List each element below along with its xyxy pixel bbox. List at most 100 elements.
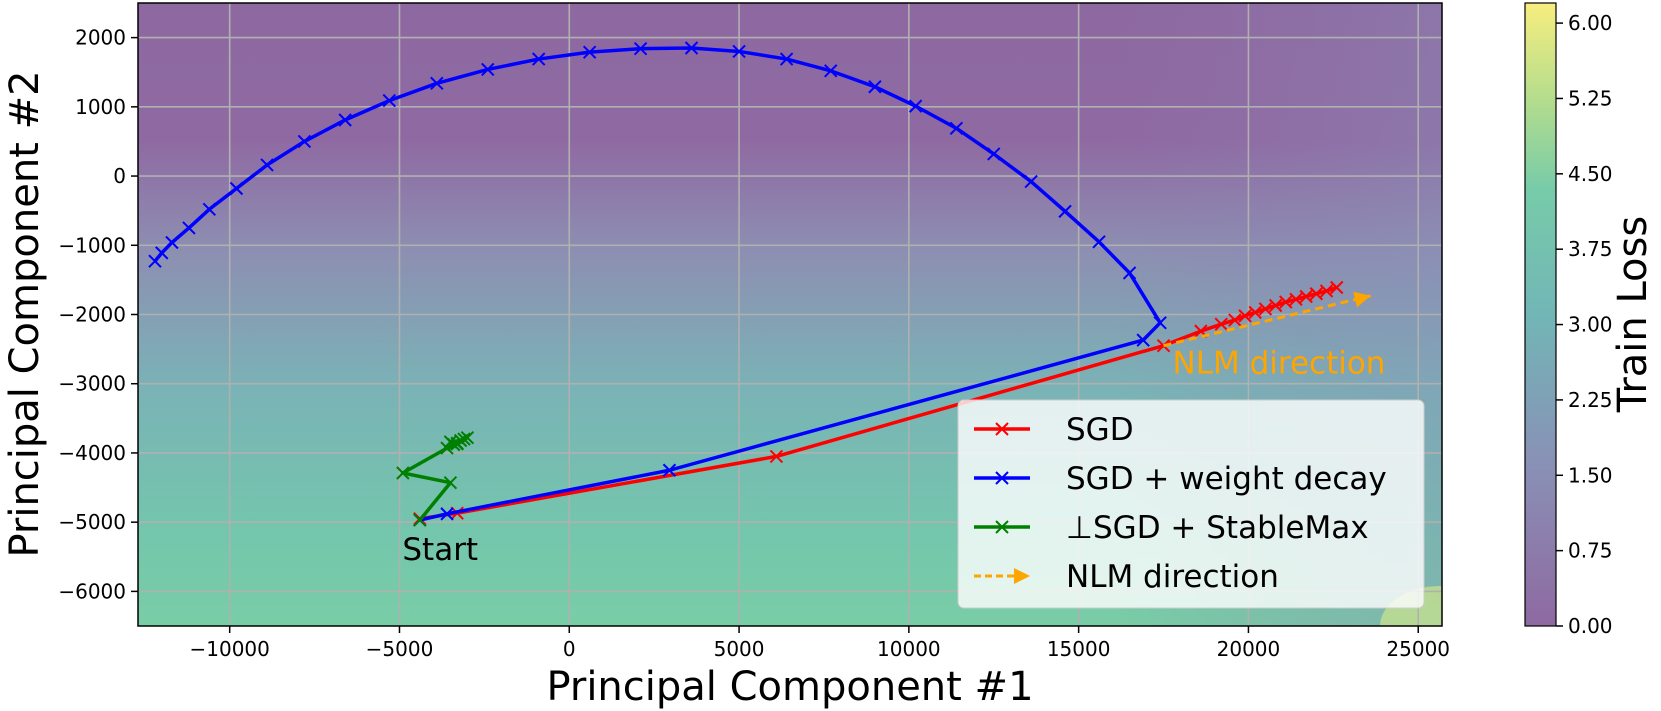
x-tick-label-0: −10000 bbox=[189, 637, 269, 661]
series-point-sgd-13 bbox=[1299, 289, 1313, 304]
legend-swatch-marker bbox=[995, 422, 1009, 436]
series-point-sgd-stablemax-10 bbox=[460, 431, 475, 445]
y-tick-label-2: 0 bbox=[113, 164, 126, 188]
series-point-sgd-weight-decay-27 bbox=[202, 202, 217, 216]
x-tick-label-6: 20000 bbox=[1217, 637, 1281, 661]
legend-swatch-marker bbox=[995, 471, 1009, 485]
series-point-sgd-stablemax-0 bbox=[413, 513, 427, 527]
series-point-sgd-weight-decay-22 bbox=[382, 93, 396, 108]
x-tick-label-4: 10000 bbox=[877, 637, 941, 661]
series-point-sgd-weight-decay-26 bbox=[229, 181, 244, 196]
legend-entry-sgd-stablemax: ⊥SGD + StableMax bbox=[974, 510, 1369, 546]
series-point-sgd-12 bbox=[1289, 292, 1303, 306]
series-point-sgd-weight-decay-25 bbox=[260, 158, 274, 172]
x-tick-label-5: 15000 bbox=[1047, 637, 1111, 661]
series-point-sgd-weight-decay-31 bbox=[148, 254, 162, 268]
series-point-sgd-weight-decay-20 bbox=[481, 62, 495, 77]
series-point-sgd-weight-decay-10 bbox=[949, 121, 964, 135]
series-point-sgd-weight-decay-17 bbox=[633, 41, 648, 56]
y-tick-label-4: −2000 bbox=[58, 303, 126, 327]
series-point-sgd-weight-decay-19 bbox=[532, 52, 546, 66]
colorbar-tick-label-1: 0.75 bbox=[1568, 539, 1613, 563]
series-point-sgd-6 bbox=[1228, 313, 1242, 327]
y-tick-label-0: 2000 bbox=[75, 26, 126, 50]
y-tick-label-3: −1000 bbox=[58, 233, 126, 257]
series-point-sgd-10 bbox=[1268, 298, 1283, 313]
series-sgd-stablemax bbox=[396, 431, 475, 527]
series-point-sgd-stablemax-3 bbox=[440, 441, 454, 455]
colorbar-tick-label-3: 2.25 bbox=[1568, 388, 1613, 412]
legend-label: SGD bbox=[1066, 412, 1134, 448]
y-tick-label-8: −6000 bbox=[58, 579, 126, 603]
colorbar-tick-label-4: 3.00 bbox=[1568, 313, 1613, 337]
legend-box bbox=[957, 399, 1425, 609]
legend-swatch-arrowhead bbox=[1014, 568, 1030, 584]
series-point-sgd-weight-decay-1 bbox=[440, 507, 454, 521]
y-tick-label-7: −5000 bbox=[58, 510, 126, 534]
series-point-sgd-stablemax-7 bbox=[447, 437, 461, 452]
colorbar-label: Train Loss bbox=[1610, 216, 1656, 413]
annotation-start: Start bbox=[402, 532, 478, 568]
legend-entry-sgd-weight-decay: SGD + weight decay bbox=[974, 461, 1387, 497]
y-tick-label-6: −4000 bbox=[58, 441, 126, 465]
series-point-sgd-weight-decay-18 bbox=[582, 45, 597, 59]
series-point-sgd-weight-decay-24 bbox=[297, 134, 312, 149]
series-point-sgd-weight-decay-13 bbox=[824, 64, 838, 78]
series-point-sgd-weight-decay-14 bbox=[779, 52, 794, 66]
series-point-sgd-weight-decay-29 bbox=[165, 235, 179, 250]
series-point-sgd-16 bbox=[1330, 280, 1344, 295]
series-point-sgd-15 bbox=[1319, 284, 1334, 298]
series-point-sgd-weight-decay-8 bbox=[1024, 174, 1038, 189]
series-point-sgd-weight-decay-28 bbox=[182, 221, 196, 235]
colorbar-tick-label-8: 6.00 bbox=[1568, 11, 1613, 35]
series-point-sgd-weight-decay-15 bbox=[732, 44, 746, 59]
series-point-sgd-weight-decay-3 bbox=[1136, 333, 1150, 347]
series-point-sgd-3 bbox=[1156, 338, 1171, 353]
series-point-sgd-weight-decay-9 bbox=[987, 147, 1001, 161]
series-point-sgd-weight-decay-4 bbox=[1153, 316, 1167, 330]
series-point-sgd-8 bbox=[1248, 305, 1262, 320]
legend-swatch-marker bbox=[995, 520, 1009, 534]
series-point-sgd-weight-decay-12 bbox=[868, 80, 882, 94]
series-point-sgd-weight-decay-7 bbox=[1058, 204, 1072, 219]
series-nlm-direction bbox=[1163, 291, 1372, 348]
series-point-sgd-stablemax-1 bbox=[443, 476, 458, 490]
colorbar-ticks: 0.00 0.75 1.50 2.25 3.00 3.75 4.50 5.25 6.00 bbox=[1556, 11, 1613, 638]
series-point-sgd-stablemax-2 bbox=[396, 466, 410, 480]
y-tick-label-1: 1000 bbox=[75, 95, 126, 119]
series-point-sgd-stablemax-8 bbox=[457, 432, 471, 446]
x-tick-label-1: −5000 bbox=[366, 637, 434, 661]
colorbar-tick-label-6: 4.50 bbox=[1568, 162, 1613, 186]
series-point-sgd-weight-decay-5 bbox=[1122, 266, 1137, 280]
colorbar: 0.00 0.75 1.50 2.25 3.00 3.75 4.50 5.25 6.00 Tra… bbox=[1524, 2, 1656, 638]
series-point-sgd-stablemax-9 bbox=[450, 436, 464, 450]
series-point-sgd-11 bbox=[1279, 295, 1293, 309]
series-point-sgd-weight-decay-16 bbox=[684, 41, 699, 55]
annotations: Start NLM direction bbox=[402, 345, 1385, 568]
series-point-sgd-9 bbox=[1258, 302, 1273, 316]
legend-entry-sgd: SGD bbox=[974, 412, 1134, 448]
legend-entry-nlm-direction: NLM direction bbox=[974, 559, 1279, 595]
series-point-sgd-14 bbox=[1309, 287, 1324, 301]
series-point-sgd-5 bbox=[1214, 317, 1228, 331]
series-point-sgd-weight-decay-11 bbox=[908, 99, 923, 113]
legend-label: SGD + weight decay bbox=[1066, 461, 1387, 497]
series-sgd-weight-decay bbox=[148, 41, 1167, 527]
legend-label: ⊥SGD + StableMax bbox=[1066, 510, 1369, 546]
plot-area: −10000 −5000 0 5000 10000 15000 20000 25000 200… bbox=[58, 2, 1450, 661]
x-tick-label-2: 0 bbox=[563, 637, 576, 661]
series-point-sgd-weight-decay-2 bbox=[662, 463, 677, 477]
x-axis-ticks: −10000 −5000 0 5000 10000 15000 20000 25000 bbox=[189, 626, 1450, 661]
series-point-sgd-2 bbox=[769, 449, 784, 464]
colorbar-gradient-bar bbox=[1524, 2, 1557, 627]
y-axis-label: Principal Component #2 bbox=[2, 70, 48, 557]
series-line-nlm-direction bbox=[1163, 294, 1372, 348]
x-axis-label: Principal Component #1 bbox=[546, 664, 1033, 710]
x-tick-label-7: 25000 bbox=[1386, 637, 1450, 661]
series-point-sgd-7 bbox=[1238, 309, 1252, 323]
series-point-sgd-weight-decay-30 bbox=[155, 246, 169, 260]
colorbar-tick-label-5: 3.75 bbox=[1568, 237, 1613, 261]
legend: SGD SGD + weight decay ⊥SGD + StableMax NLM… bbox=[957, 399, 1425, 609]
x-tick-label-3: 5000 bbox=[714, 637, 765, 661]
